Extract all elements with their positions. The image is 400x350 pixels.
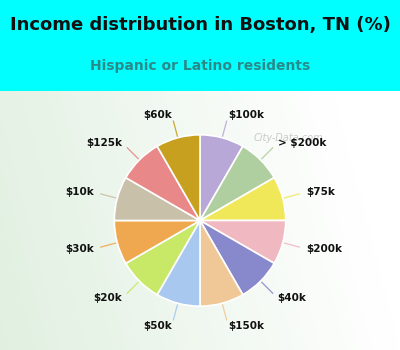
Wedge shape bbox=[200, 135, 243, 220]
Wedge shape bbox=[200, 146, 274, 220]
Wedge shape bbox=[114, 220, 200, 263]
Text: $50k: $50k bbox=[143, 321, 172, 331]
Wedge shape bbox=[157, 220, 200, 306]
Text: $125k: $125k bbox=[86, 138, 122, 148]
Text: $200k: $200k bbox=[306, 244, 342, 254]
Text: Hispanic or Latino residents: Hispanic or Latino residents bbox=[90, 58, 310, 72]
Text: > $200k: > $200k bbox=[278, 138, 326, 148]
Text: City-Data.com: City-Data.com bbox=[253, 133, 323, 142]
Wedge shape bbox=[157, 135, 200, 220]
Text: $75k: $75k bbox=[306, 187, 335, 197]
Text: $60k: $60k bbox=[143, 110, 172, 120]
Wedge shape bbox=[200, 178, 286, 220]
Wedge shape bbox=[200, 220, 274, 295]
Wedge shape bbox=[114, 178, 200, 220]
Text: $100k: $100k bbox=[228, 110, 264, 120]
Wedge shape bbox=[200, 220, 243, 306]
Wedge shape bbox=[126, 220, 200, 295]
Text: $40k: $40k bbox=[278, 293, 306, 303]
Wedge shape bbox=[126, 146, 200, 220]
Text: $30k: $30k bbox=[65, 244, 94, 254]
Text: $150k: $150k bbox=[228, 321, 264, 331]
Text: $20k: $20k bbox=[94, 293, 122, 303]
Text: $10k: $10k bbox=[65, 187, 94, 197]
Wedge shape bbox=[200, 220, 286, 263]
Text: Income distribution in Boston, TN (%): Income distribution in Boston, TN (%) bbox=[10, 16, 390, 35]
